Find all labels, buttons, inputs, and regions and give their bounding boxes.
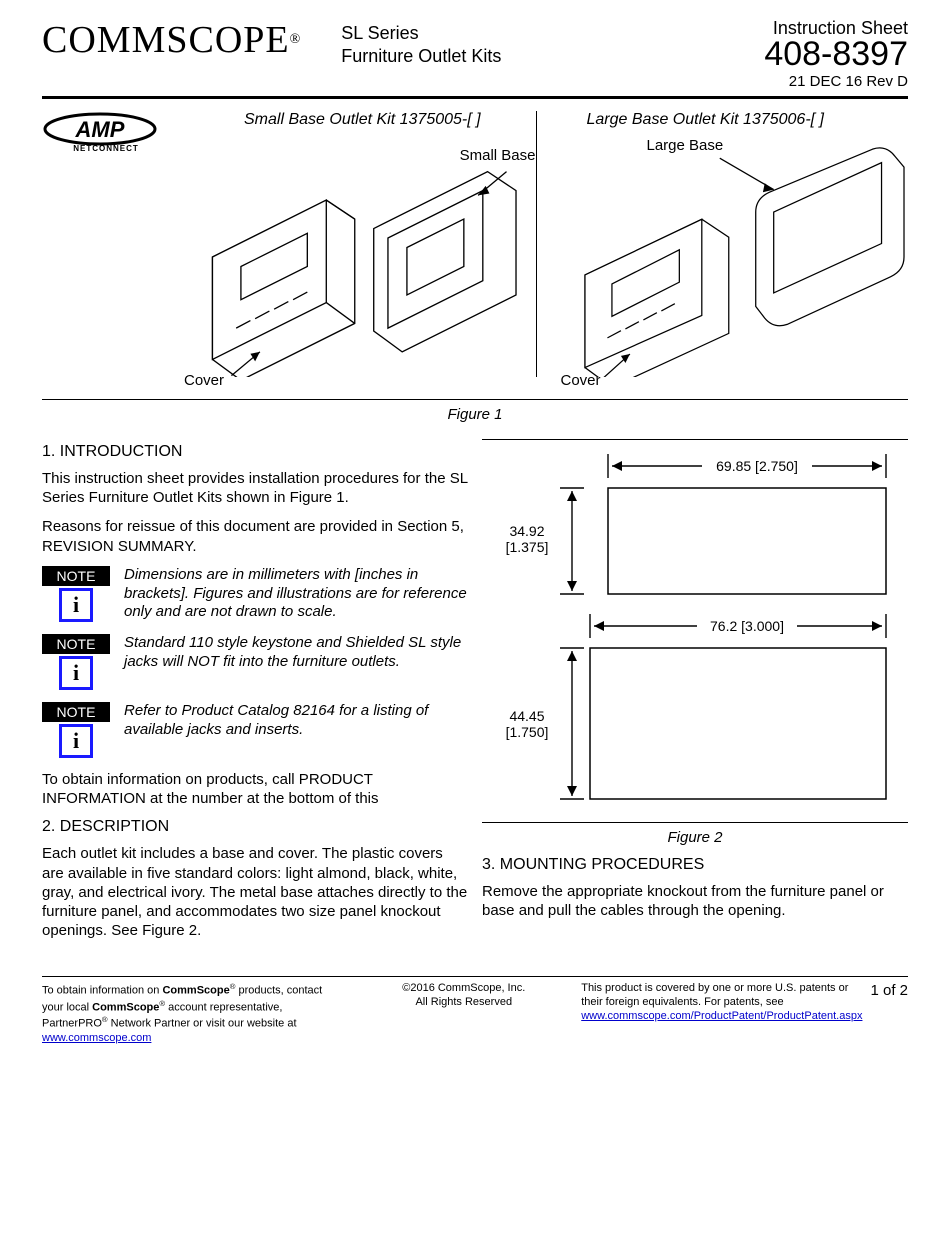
f1-b1: CommScope	[162, 985, 229, 997]
footer-url-1[interactable]: www.commscope.com	[42, 1032, 151, 1044]
footer-center: ©2016 CommScope, Inc. All Rights Reserve…	[362, 982, 565, 1045]
fig2-top-h2: [1.375]	[506, 539, 549, 555]
fig2-bot-width: 76.2 [3.000]	[710, 618, 784, 634]
note-label: NOTE	[42, 702, 110, 722]
s1-p1: This instruction sheet provides installa…	[42, 469, 468, 507]
s3-p1: Remove the appropriate knockout from the…	[482, 882, 908, 920]
fig2-top-rule	[482, 439, 908, 440]
note-label: NOTE	[42, 566, 110, 586]
right-column: 69.85 [2.750] 34.92 [1.375]	[482, 433, 908, 950]
note3-text: Refer to Product Catalog 82164 for a lis…	[124, 702, 468, 740]
svg-text:AMP: AMP	[75, 117, 125, 142]
large-kit-drawing	[567, 137, 909, 377]
section-2-title: 2. DESCRIPTION	[42, 818, 468, 836]
label-small-base: Small Base	[460, 147, 536, 164]
doc-number: 408-8397	[764, 37, 908, 71]
fig2-bottom: 76.2 [3.000] 44.45 [1.750]	[482, 606, 902, 811]
note-label: NOTE	[42, 634, 110, 654]
fig2-top-width: 69.85 [2.750]	[716, 458, 798, 474]
note-badge: NOTE i	[42, 702, 110, 758]
fig1-rule	[42, 399, 908, 400]
figure1-caption: Figure 1	[42, 406, 908, 423]
small-kit-drawing	[184, 137, 526, 377]
f3-pre: This product is covered by one or more U…	[581, 982, 848, 1008]
copyright: ©2016 CommScope, Inc.	[362, 982, 565, 996]
kit-title-large: Large Base Outlet Kit 1375006-[ ]	[587, 111, 909, 129]
footer-right: This product is covered by one or more U…	[581, 982, 908, 1045]
fig2-top-h1: 34.92	[509, 523, 544, 539]
series-line2: Furniture Outlet Kits	[341, 45, 501, 68]
rights: All Rights Reserved	[362, 996, 565, 1010]
fig2-bottom-rule	[482, 822, 908, 823]
kit-title-small: Small Base Outlet Kit 1375005-[ ]	[244, 111, 526, 129]
body-columns: 1. INTRODUCTION This instruction sheet p…	[42, 433, 908, 950]
note-badge: NOTE i	[42, 634, 110, 690]
figure-1: Small Base Outlet Kit 1375005-[ ]	[184, 111, 908, 377]
amp-sub: NETCONNECT	[73, 144, 139, 153]
series-title: SL Series Furniture Outlet Kits	[341, 22, 501, 69]
note1-text: Dimensions are in millimeters with [inch…	[124, 566, 468, 622]
section-3-title: 3. MOUNTING PROCEDURES	[482, 856, 908, 874]
note-i-icon: i	[59, 656, 93, 690]
label-large-base: Large Base	[647, 137, 724, 154]
s1-p2: Reasons for reissue of this document are…	[42, 517, 468, 555]
footer-url-2[interactable]: www.commscope.com/ProductPatent/ProductP…	[581, 1010, 862, 1022]
f1-tail: Network Partner or visit our website at	[108, 1018, 297, 1030]
note-2: NOTE i Standard 110 style keystone and S…	[42, 634, 468, 690]
label-cover-left: Cover	[184, 372, 224, 389]
fig2-top: 69.85 [2.750] 34.92 [1.375]	[482, 446, 902, 601]
s2-p1: Each outlet kit includes a base and cove…	[42, 844, 468, 940]
page-number: 1 of 2	[870, 982, 908, 1001]
section-1-title: 1. INTRODUCTION	[42, 443, 468, 461]
brand-logo: COMMSCOPE ®	[42, 18, 301, 62]
f1-pre: To obtain information on	[42, 985, 162, 997]
brand-reg: ®	[290, 32, 302, 48]
s1-p3: To obtain information on products, call …	[42, 770, 468, 808]
header-rule	[42, 96, 908, 99]
revision: 21 DEC 16 Rev D	[764, 73, 908, 90]
note-i-icon: i	[59, 588, 93, 622]
doc-meta: Instruction Sheet 408-8397 21 DEC 16 Rev…	[764, 18, 908, 90]
header: COMMSCOPE ® SL Series Furniture Outlet K…	[42, 18, 908, 90]
amp-logo: AMP NETCONNECT	[42, 111, 162, 162]
fig2-bot-h1: 44.45	[509, 708, 544, 724]
series-line1: SL Series	[341, 22, 501, 45]
brand-text: COMMSCOPE	[42, 18, 290, 62]
note2-text: Standard 110 style keystone and Shielded…	[124, 634, 468, 672]
note-badge: NOTE i	[42, 566, 110, 622]
note-1: NOTE i Dimensions are in millimeters wit…	[42, 566, 468, 622]
note-3: NOTE i Refer to Product Catalog 82164 fo…	[42, 702, 468, 758]
f1-b2: CommScope	[92, 1001, 159, 1013]
figure-2: 69.85 [2.750] 34.92 [1.375]	[482, 446, 908, 816]
figure2-caption: Figure 2	[482, 829, 908, 846]
left-column: 1. INTRODUCTION This instruction sheet p…	[42, 433, 468, 950]
fig2-bot-h2: [1.750]	[506, 724, 549, 740]
footer: To obtain information on CommScope® prod…	[42, 976, 908, 1045]
footer-left: To obtain information on CommScope® prod…	[42, 982, 346, 1045]
note-i-icon: i	[59, 724, 93, 758]
label-cover-right: Cover	[561, 372, 601, 389]
